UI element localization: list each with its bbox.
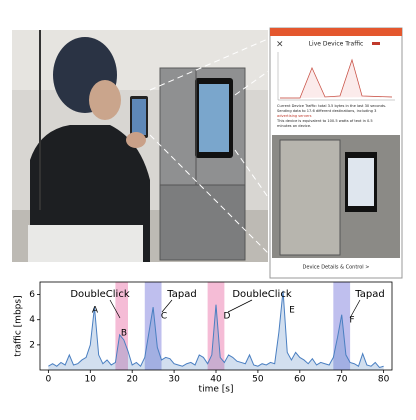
annotation-arrow bbox=[161, 299, 173, 313]
y-tick-label: 4 bbox=[29, 315, 35, 325]
device-details-button[interactable]: Device Details & Control > bbox=[303, 265, 370, 271]
peak-label: D bbox=[224, 312, 231, 322]
area-fill bbox=[48, 290, 384, 370]
peak-label: B bbox=[121, 329, 127, 339]
phone-description: Current Device Traffic: total 3.5 bytes … bbox=[277, 104, 386, 108]
annotation-arrow bbox=[109, 299, 121, 319]
close-button[interactable]: × bbox=[276, 40, 284, 50]
tracker-label: DoubleClick bbox=[70, 289, 129, 300]
chart: 0 10 20 30 40 50 60 70 80 2 4 6 time [s] traffic [mbp… bbox=[14, 281, 393, 395]
phone-description: Sending data to 17.6 different destinati… bbox=[277, 109, 376, 113]
x-tick-label: 80 bbox=[378, 375, 390, 385]
x-tick-label: 0 bbox=[46, 375, 52, 385]
phone-description: This device is equivalent to 100.5 watts… bbox=[276, 119, 373, 123]
x-tick-label: 30 bbox=[168, 375, 180, 385]
x-tick-label: 40 bbox=[210, 375, 222, 385]
x-axis-label: time [s] bbox=[199, 385, 234, 395]
traffic-line bbox=[48, 290, 384, 369]
highlight-band bbox=[333, 282, 351, 370]
peak-label: C bbox=[161, 312, 167, 322]
annotation-arrow bbox=[227, 299, 253, 313]
peak-label: A bbox=[92, 306, 99, 316]
y-tick-label: 6 bbox=[29, 290, 35, 300]
x-tick-label: 70 bbox=[336, 375, 348, 385]
highlight-band bbox=[207, 282, 225, 370]
phone-description: advertising servers bbox=[277, 114, 312, 118]
phone-header: Live Device Traffic bbox=[309, 41, 364, 48]
photo bbox=[12, 30, 271, 262]
x-tick-label: 10 bbox=[85, 375, 97, 385]
tracker-label: Tapad bbox=[166, 289, 196, 300]
phone-description: minutes on device. bbox=[277, 124, 311, 128]
phone-screen: × Live Device Traffic Current Device Tra… bbox=[269, 27, 403, 279]
peak-label: F bbox=[349, 316, 354, 326]
tracker-label: Tapad bbox=[354, 289, 384, 300]
x-tick-label: 20 bbox=[126, 375, 138, 385]
x-tick-label: 60 bbox=[294, 375, 306, 385]
x-tick-label: 50 bbox=[252, 375, 264, 385]
y-tick-label: 2 bbox=[29, 340, 35, 350]
highlight-band bbox=[115, 282, 128, 370]
y-axis-label: traffic [mbps] bbox=[14, 295, 24, 356]
annotation-arrow bbox=[349, 299, 361, 319]
peak-label: E bbox=[289, 306, 295, 316]
tracker-label: DoubleClick bbox=[232, 289, 291, 300]
